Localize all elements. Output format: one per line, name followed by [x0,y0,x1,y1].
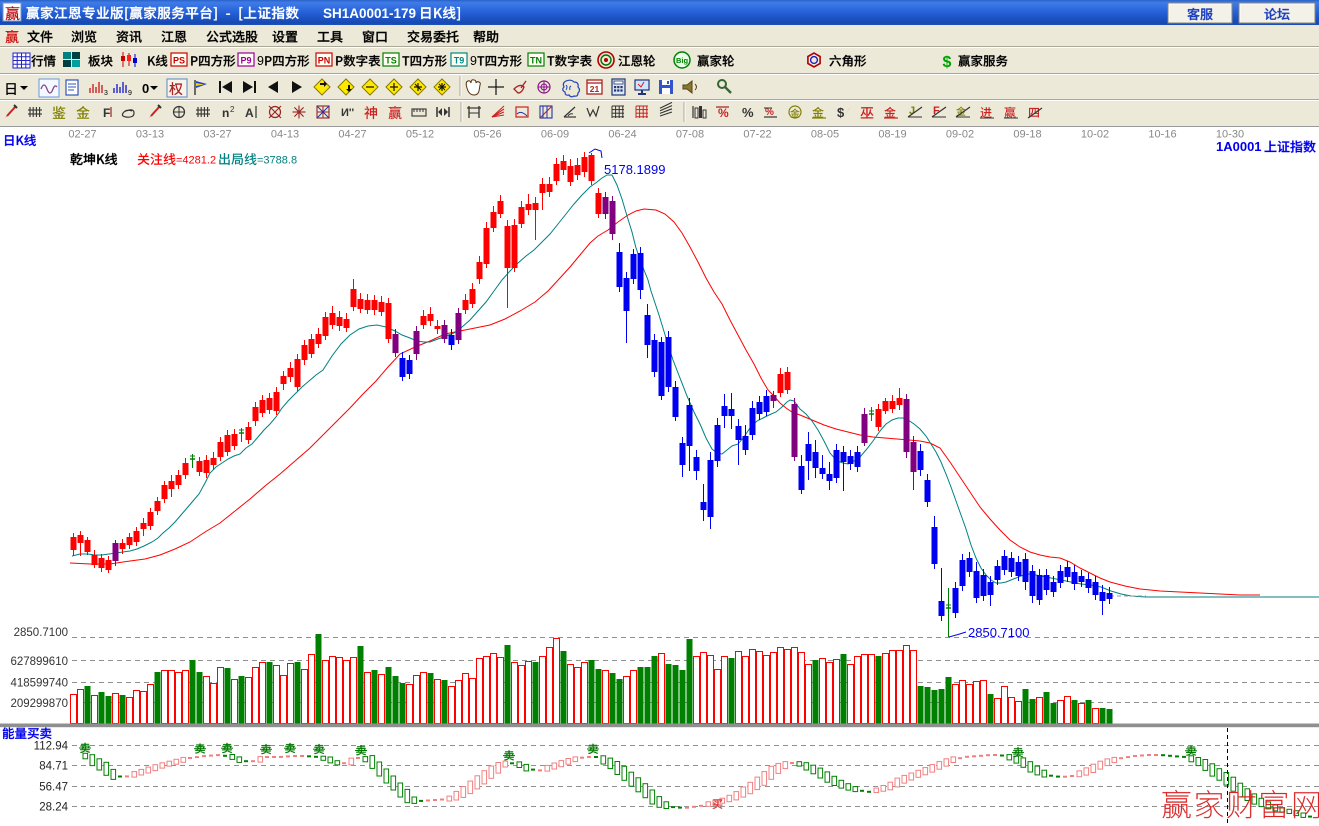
svg-text:TS: TS [385,56,397,66]
svg-text:03-27: 03-27 [203,129,231,141]
svg-text:T9: T9 [454,56,465,66]
svg-text:=3788.8: =3788.8 [257,155,297,167]
svg-text:И'': И'' [341,107,355,119]
svg-text:03-13: 03-13 [136,129,164,141]
svg-text:21: 21 [590,84,600,94]
svg-text:A: A [245,106,254,120]
svg-text:$: $ [943,54,952,71]
svg-text:%: % [718,106,729,120]
svg-text:07-08: 07-08 [676,129,704,141]
svg-text:28.24: 28.24 [39,802,68,814]
svg-text:56.47: 56.47 [39,782,68,794]
svg-text:n: n [222,106,229,120]
svg-text:2850.7100: 2850.7100 [14,627,68,639]
svg-text:84.71: 84.71 [39,761,68,773]
svg-text:10-02: 10-02 [1081,129,1109,141]
svg-text:02-27: 02-27 [68,129,96,141]
svg-text:06-09: 06-09 [541,129,569,141]
svg-text:09-18: 09-18 [1013,129,1041,141]
svg-text:9: 9 [128,90,132,97]
svg-text:9: 9 [257,54,264,68]
svg-text:P9: P9 [240,56,251,66]
svg-text:9: 9 [470,54,477,68]
svg-text:SH1A0001-179: SH1A0001-179 [323,6,416,21]
svg-text:418599740: 418599740 [10,678,68,690]
svg-text:04-13: 04-13 [271,129,299,141]
svg-text:3: 3 [104,90,108,97]
svg-text:05-12: 05-12 [406,129,434,141]
svg-text:08-19: 08-19 [878,129,906,141]
svg-text:627899610: 627899610 [10,656,68,668]
svg-text:J: J [909,105,915,117]
svg-text:08-05: 08-05 [811,129,839,141]
svg-text:F: F [933,105,940,117]
svg-text:TN: TN [530,56,542,66]
svg-text:209299870: 209299870 [10,698,68,710]
svg-text:04-27: 04-27 [338,129,366,141]
svg-text:07-22: 07-22 [743,129,771,141]
svg-text:%: % [765,107,774,118]
svg-text:10-30: 10-30 [1216,129,1244,141]
svg-text:112.94: 112.94 [34,741,69,753]
svg-text:09-02: 09-02 [946,129,974,141]
svg-text:2: 2 [230,105,235,114]
svg-text:%: % [742,105,754,120]
svg-text:05-26: 05-26 [473,129,501,141]
svg-text:10-16: 10-16 [1148,129,1176,141]
svg-text:F: F [103,106,110,120]
svg-text:PS: PS [173,56,185,66]
svg-text:1A0001: 1A0001 [1216,139,1262,154]
svg-text:2850.7100: 2850.7100 [968,625,1029,640]
svg-text:PN: PN [318,56,331,66]
svg-text:Big: Big [676,56,689,65]
svg-text:$: $ [837,105,845,120]
svg-text:0: 0 [142,81,149,96]
svg-text:5178.1899: 5178.1899 [604,162,665,177]
svg-text:06-24: 06-24 [608,129,636,141]
svg-text:=4281.2: =4281.2 [176,155,216,167]
